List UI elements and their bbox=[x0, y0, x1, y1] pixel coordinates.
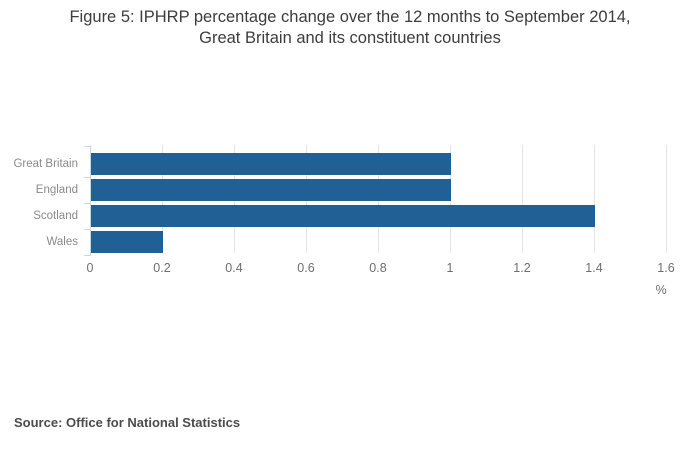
x-tick-label: 0 bbox=[86, 261, 94, 275]
category-label-great-britain: Great Britain bbox=[13, 158, 78, 170]
chart-title: Figure 5: IPHRP percentage change over t… bbox=[0, 7, 700, 49]
x-axis-unit-label: % bbox=[655, 283, 667, 297]
y-axis-tick bbox=[84, 255, 90, 256]
x-tick-label: 0.6 bbox=[297, 261, 315, 275]
category-label-wales: Wales bbox=[46, 236, 78, 248]
category-axis-labels: Great Britain England Scotland Wales bbox=[0, 145, 80, 256]
bar-scotland bbox=[91, 205, 595, 227]
bar-wales bbox=[91, 231, 163, 253]
x-tick-label: 1.6 bbox=[657, 261, 675, 275]
y-axis-tick bbox=[84, 146, 90, 147]
x-tick-label: 0.2 bbox=[153, 261, 171, 275]
y-axis-tick bbox=[84, 229, 90, 230]
gridline bbox=[522, 145, 523, 253]
x-axis-tick-labels: 0 0.2 0.4 0.6 0.8 1 1.2 1.4 1.6 bbox=[86, 261, 675, 277]
bar-england bbox=[91, 179, 451, 201]
y-axis-tick bbox=[84, 203, 90, 204]
gridline bbox=[666, 145, 667, 253]
x-tick-label: 1.4 bbox=[585, 261, 603, 275]
x-tick-label: 1.2 bbox=[513, 261, 531, 275]
plot-area bbox=[84, 145, 667, 256]
chart-title-line1: Figure 5: IPHRP percentage change over t… bbox=[69, 8, 631, 26]
gridline bbox=[594, 145, 595, 253]
bar-great-britain bbox=[91, 153, 451, 175]
chart-title-line2: Great Britain and its constituent countr… bbox=[199, 29, 501, 47]
x-tick-label: 0.4 bbox=[225, 261, 243, 275]
category-label-england: England bbox=[35, 184, 78, 196]
category-label-scotland: Scotland bbox=[33, 210, 78, 222]
y-axis-line bbox=[90, 145, 91, 256]
source-note: Source: Office for National Statistics bbox=[14, 415, 241, 430]
x-tick-label: 0.8 bbox=[369, 261, 387, 275]
x-tick-label: 1 bbox=[446, 261, 454, 275]
y-axis-tick bbox=[84, 177, 90, 178]
